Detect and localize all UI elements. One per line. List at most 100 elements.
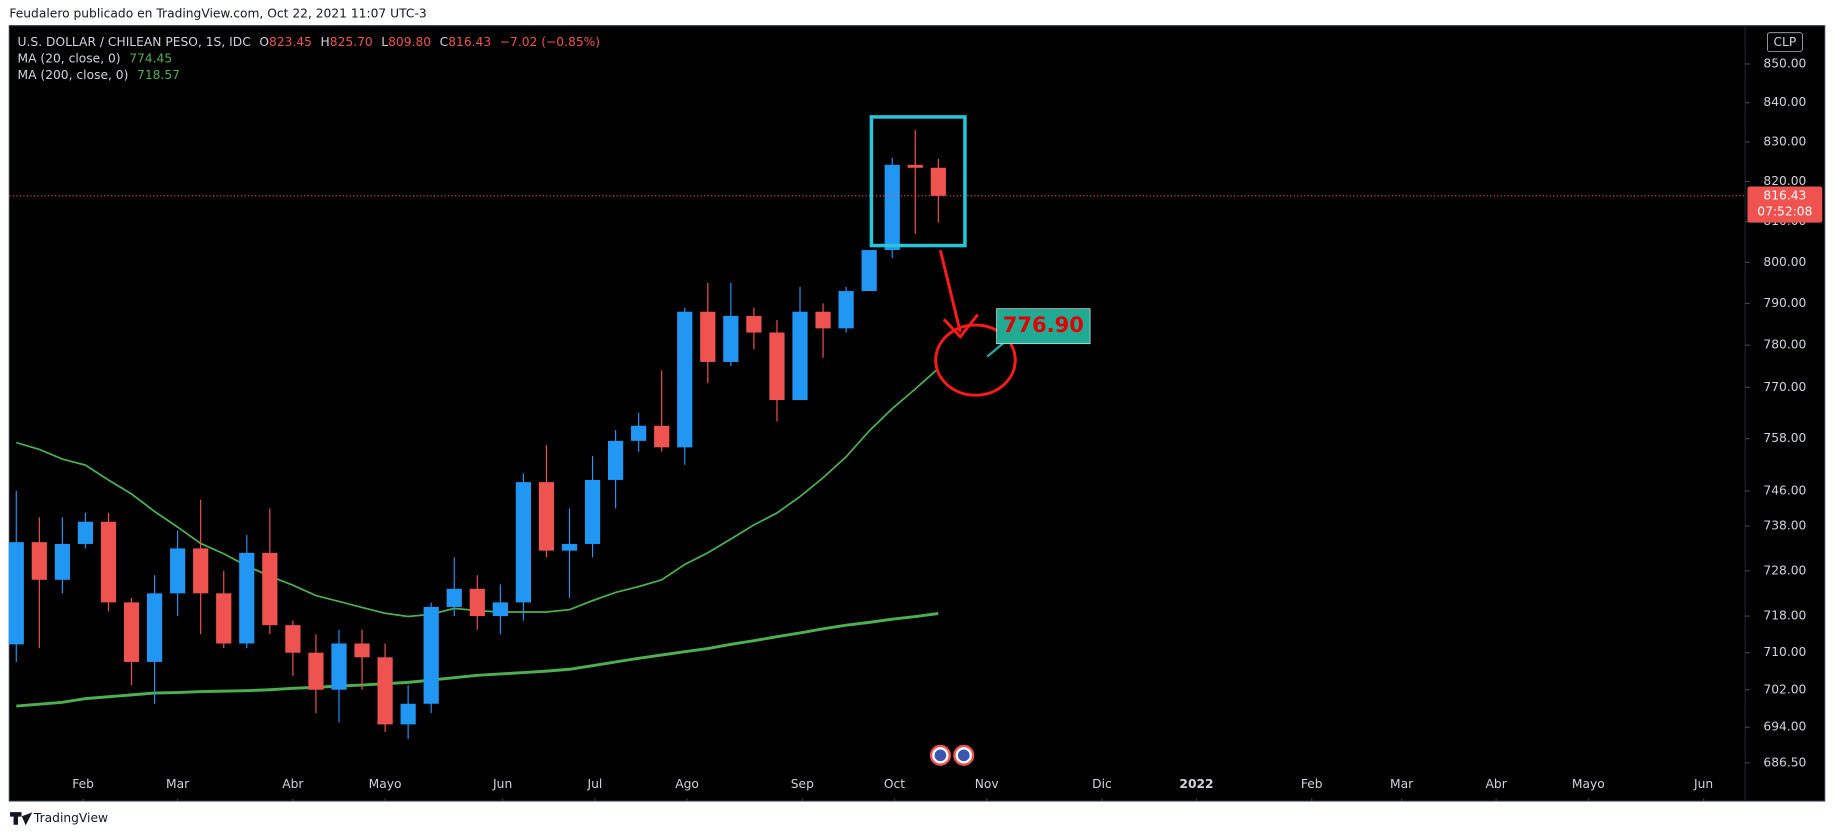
candle-body bbox=[492, 602, 508, 617]
y-tick-label: 758.00 bbox=[1763, 431, 1806, 445]
candle-body bbox=[607, 440, 624, 480]
x-tick-label: Mayo bbox=[369, 777, 402, 791]
candle-body bbox=[77, 521, 94, 544]
y-tick-label: 694.00 bbox=[1763, 720, 1806, 734]
candle-body bbox=[285, 625, 301, 653]
footer-logo bbox=[10, 812, 32, 826]
ohlc-label: O bbox=[259, 35, 269, 49]
x-tick-label: Sep bbox=[791, 777, 814, 791]
y-tick-label: 710.00 bbox=[1763, 645, 1806, 659]
circle-mark bbox=[934, 323, 1017, 397]
ma-legend[interactable]: MA (20, close, 0) 774.45 bbox=[18, 51, 173, 65]
x-tick-label: Mayo bbox=[1572, 777, 1605, 791]
symbol-legend: U.S. DOLLAR / CHILEAN PESO, 1S, IDC O823… bbox=[18, 35, 601, 49]
candle-body bbox=[815, 311, 831, 329]
ohlc-value: 809.80 bbox=[388, 35, 431, 49]
x-tick-label: Nov bbox=[975, 777, 999, 791]
candle-body bbox=[769, 332, 785, 401]
chart-pane bbox=[8, 25, 1826, 802]
ohlc-label: H bbox=[321, 35, 330, 49]
candle-body bbox=[216, 593, 232, 644]
candle-body bbox=[654, 425, 670, 448]
x-tick-label: Jul bbox=[586, 777, 602, 791]
x-tick-label: Jun bbox=[492, 777, 512, 791]
ohlc-value: 825.70 bbox=[330, 35, 373, 49]
ma-legend[interactable]: MA (200, close, 0) 718.57 bbox=[18, 67, 180, 81]
y-tick-label: 840.00 bbox=[1763, 95, 1806, 109]
candle-body bbox=[377, 657, 393, 725]
y-tick-label: 770.00 bbox=[1763, 380, 1806, 394]
y-tick-label: 850.00 bbox=[1763, 56, 1806, 70]
event-icon-flag bbox=[957, 749, 970, 762]
candle-body bbox=[838, 291, 854, 329]
x-tick-label: Abr bbox=[282, 777, 304, 791]
candle-body bbox=[538, 482, 555, 551]
candle-body bbox=[100, 521, 117, 603]
x-tick-label: Mar bbox=[1390, 777, 1414, 791]
candle-body bbox=[239, 552, 255, 644]
candle-body bbox=[400, 703, 416, 725]
legend-entry: MA (20, close, 0) bbox=[18, 51, 121, 65]
candle-body bbox=[31, 542, 47, 580]
y-tick-label: 738.00 bbox=[1763, 519, 1806, 533]
candle-body bbox=[123, 602, 140, 662]
event-icon-flag bbox=[934, 749, 947, 762]
candle-body bbox=[193, 548, 209, 594]
candle-body bbox=[792, 311, 808, 401]
event-icons[interactable] bbox=[929, 744, 975, 766]
candle-body bbox=[930, 167, 946, 196]
y-tick-label: 800.00 bbox=[1763, 255, 1806, 269]
ma-line bbox=[16, 612, 939, 708]
candle-body bbox=[907, 164, 923, 168]
callout-box bbox=[996, 308, 1091, 345]
x-tick-label: Feb bbox=[72, 777, 94, 791]
x-tick-label: Abr bbox=[1486, 777, 1508, 791]
legend-entry: MA (200, close, 0) bbox=[18, 67, 129, 81]
candle-body bbox=[469, 588, 485, 617]
candle-body bbox=[54, 543, 70, 580]
last-price-label: 816.43 bbox=[1763, 188, 1806, 202]
highlight-box bbox=[869, 115, 967, 248]
x-tick-label: Mar bbox=[166, 777, 190, 791]
y-tick-label: 820.00 bbox=[1763, 174, 1806, 188]
symbol: U.S. DOLLAR / CHILEAN PESO, 1S, IDC bbox=[18, 35, 251, 49]
y-tick-label: 728.00 bbox=[1763, 563, 1806, 577]
last-price-box bbox=[1747, 186, 1823, 223]
currency: CLP bbox=[1773, 35, 1796, 49]
ohlc-value: 816.43 bbox=[448, 35, 491, 49]
y-tick-label: 702.00 bbox=[1763, 682, 1806, 696]
y-tick-label: 686.50 bbox=[1763, 755, 1806, 769]
ohlc-value: 823.45 bbox=[269, 35, 312, 49]
candle-body bbox=[515, 482, 532, 603]
y-tick-label: 780.00 bbox=[1763, 338, 1806, 352]
x-tick-label: 2022 bbox=[1179, 777, 1213, 791]
footer-text: TradingView bbox=[33, 811, 108, 825]
x-tick-label: Oct bbox=[884, 777, 905, 791]
y-tick-label: 718.00 bbox=[1763, 609, 1806, 623]
candle-body bbox=[308, 652, 324, 690]
callout-text: 776.90 bbox=[1003, 312, 1084, 337]
ma-value: 718.57 bbox=[137, 67, 180, 81]
candle-body bbox=[146, 593, 163, 662]
currency-box[interactable] bbox=[1766, 32, 1803, 52]
candle-body bbox=[170, 548, 186, 594]
candle-body bbox=[446, 588, 462, 607]
candle-body bbox=[262, 552, 278, 626]
candle-body bbox=[331, 643, 347, 690]
x-tick-label: Feb bbox=[1301, 777, 1323, 791]
arrow-head bbox=[942, 313, 979, 339]
candle-body bbox=[423, 606, 439, 704]
y-tick-label: 830.00 bbox=[1763, 134, 1806, 148]
candle-body bbox=[861, 250, 877, 292]
candle-body bbox=[8, 542, 24, 645]
candle-body bbox=[700, 311, 716, 362]
countdown-label: 07:52:08 bbox=[1757, 205, 1812, 219]
change: −7.02 (−0.85%) bbox=[500, 35, 600, 49]
x-tick-label: Ago bbox=[675, 777, 699, 791]
candle-body bbox=[746, 315, 762, 333]
candle-body bbox=[354, 643, 370, 658]
candle-body bbox=[584, 479, 601, 544]
y-tick-label: 746.00 bbox=[1763, 483, 1806, 497]
y-tick-label: 790.00 bbox=[1763, 296, 1806, 310]
